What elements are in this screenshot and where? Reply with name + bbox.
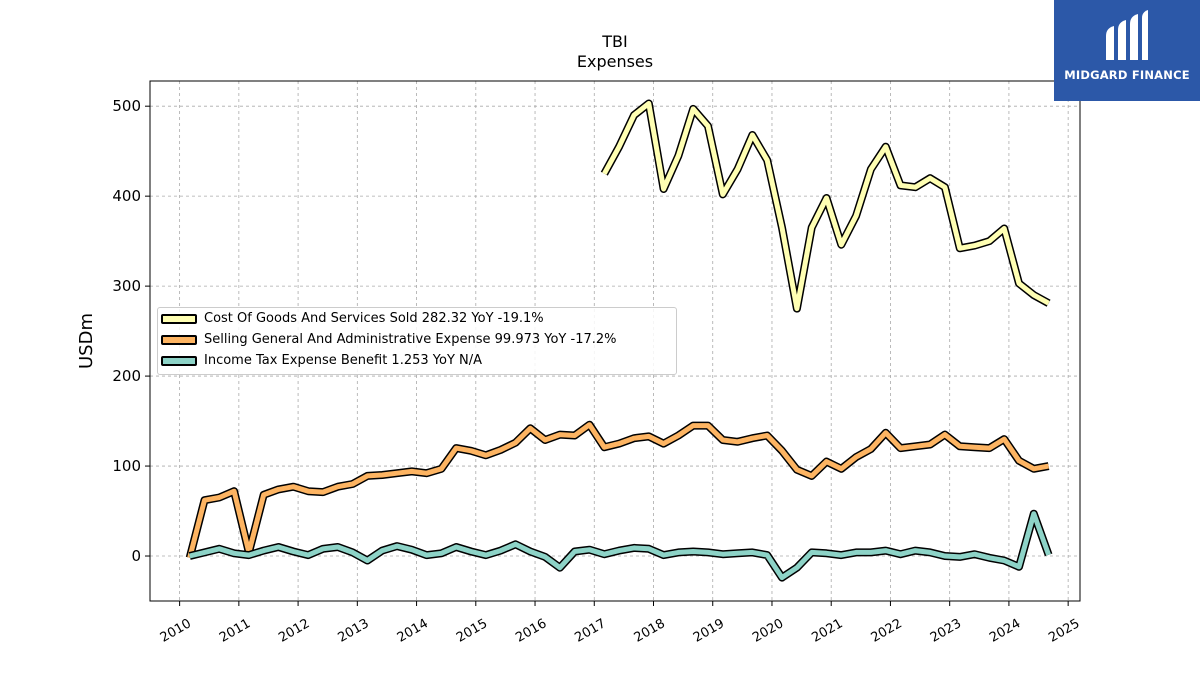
x-tick-label: 2017 [572,616,608,646]
x-tick-label: 2022 [869,616,905,646]
x-tick-label: 2019 [691,616,727,646]
plot-frame [149,80,1081,602]
legend-label-cogs: Cost Of Goods And Services Sold 282.32 Y… [204,311,544,326]
x-axis-ticks: 2010 2011 2012 2013 2014 2015 2016 2017 2018 2019… [158,601,1082,646]
y-axis-label: USDm [76,313,97,369]
y-axis-ticks: 0 100 200 300 400 500 [112,97,150,565]
x-tick-label: 2010 [158,616,194,646]
legend-item-cogs: Cost Of Goods And Services Sold 282.32 Y… [158,310,676,330]
chart-title: TBI [602,32,628,51]
x-tick-label: 2015 [454,616,490,646]
series-line-sga [187,422,1050,559]
y-tick-label: 200 [112,367,141,385]
legend-label-sga: Selling General And Administrative Expen… [204,332,617,347]
x-tick-label: 2012 [276,616,312,646]
x-tick-label: 2023 [928,616,964,646]
series-line-tax [189,511,1051,581]
legend-swatch-cogs [161,314,197,324]
legend: Cost Of Goods And Services Sold 282.32 Y… [157,307,677,375]
chart-subtitle: Expenses [576,52,654,71]
logo-mark-icon [1106,10,1148,60]
x-tick-label: 2016 [513,616,549,646]
series-line-cogs [602,101,1050,312]
legend-item-sga: Selling General And Administrative Expen… [158,331,676,351]
brand-logo: MIDGARD FINANCE [1054,0,1200,101]
y-tick-label: 300 [112,277,141,295]
y-tick-label: 100 [112,457,141,475]
x-tick-label: 2011 [217,616,253,646]
legend-swatch-tax [161,356,197,366]
x-tick-label: 2018 [632,616,668,646]
y-tick-label: 500 [112,97,141,115]
x-tick-label: 2021 [809,616,845,646]
y-tick-label: 400 [112,187,141,205]
series-line-tax-outline [188,509,1053,582]
legend-label-tax: Income Tax Expense Benefit 1.253 YoY N/A [204,353,483,368]
legend-item-tax: Income Tax Expense Benefit 1.253 YoY N/A [158,352,676,372]
series-lines [185,99,1053,582]
legend-swatch-sga [161,335,197,345]
x-tick-label: 2024 [987,616,1023,646]
x-tick-label: 2020 [750,616,786,646]
x-tick-label: 2013 [335,616,371,646]
y-tick-label: 0 [131,547,141,565]
logo-text: MIDGARD FINANCE [1064,68,1190,82]
x-tick-label: 2014 [395,616,431,646]
x-tick-label: 2025 [1046,616,1082,646]
